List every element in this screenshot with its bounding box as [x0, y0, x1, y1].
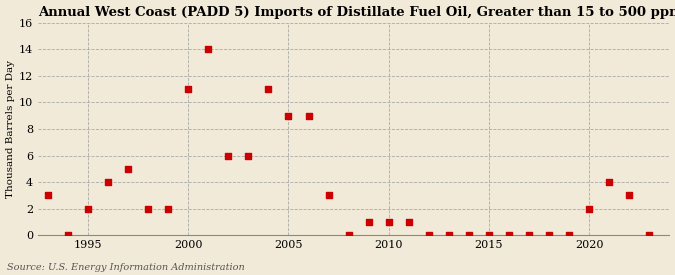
- Point: [103, 180, 113, 184]
- Point: [423, 233, 434, 238]
- Point: [263, 87, 274, 91]
- Point: [303, 113, 314, 118]
- Point: [483, 233, 494, 238]
- Point: [524, 233, 535, 238]
- Point: [43, 193, 53, 198]
- Point: [123, 167, 134, 171]
- Point: [544, 233, 555, 238]
- Point: [604, 180, 615, 184]
- Point: [343, 233, 354, 238]
- Point: [183, 87, 194, 91]
- Point: [203, 47, 214, 51]
- Text: Annual West Coast (PADD 5) Imports of Distillate Fuel Oil, Greater than 15 to 50: Annual West Coast (PADD 5) Imports of Di…: [38, 6, 675, 18]
- Point: [404, 220, 414, 224]
- Point: [564, 233, 574, 238]
- Point: [383, 220, 394, 224]
- Point: [363, 220, 374, 224]
- Point: [283, 113, 294, 118]
- Point: [323, 193, 334, 198]
- Point: [243, 153, 254, 158]
- Point: [584, 207, 595, 211]
- Point: [163, 207, 173, 211]
- Point: [223, 153, 234, 158]
- Point: [142, 207, 153, 211]
- Point: [82, 207, 93, 211]
- Point: [63, 233, 74, 238]
- Point: [443, 233, 454, 238]
- Y-axis label: Thousand Barrels per Day: Thousand Barrels per Day: [5, 60, 15, 198]
- Text: Source: U.S. Energy Information Administration: Source: U.S. Energy Information Administ…: [7, 263, 244, 272]
- Point: [504, 233, 514, 238]
- Point: [464, 233, 475, 238]
- Point: [624, 193, 634, 198]
- Point: [644, 233, 655, 238]
